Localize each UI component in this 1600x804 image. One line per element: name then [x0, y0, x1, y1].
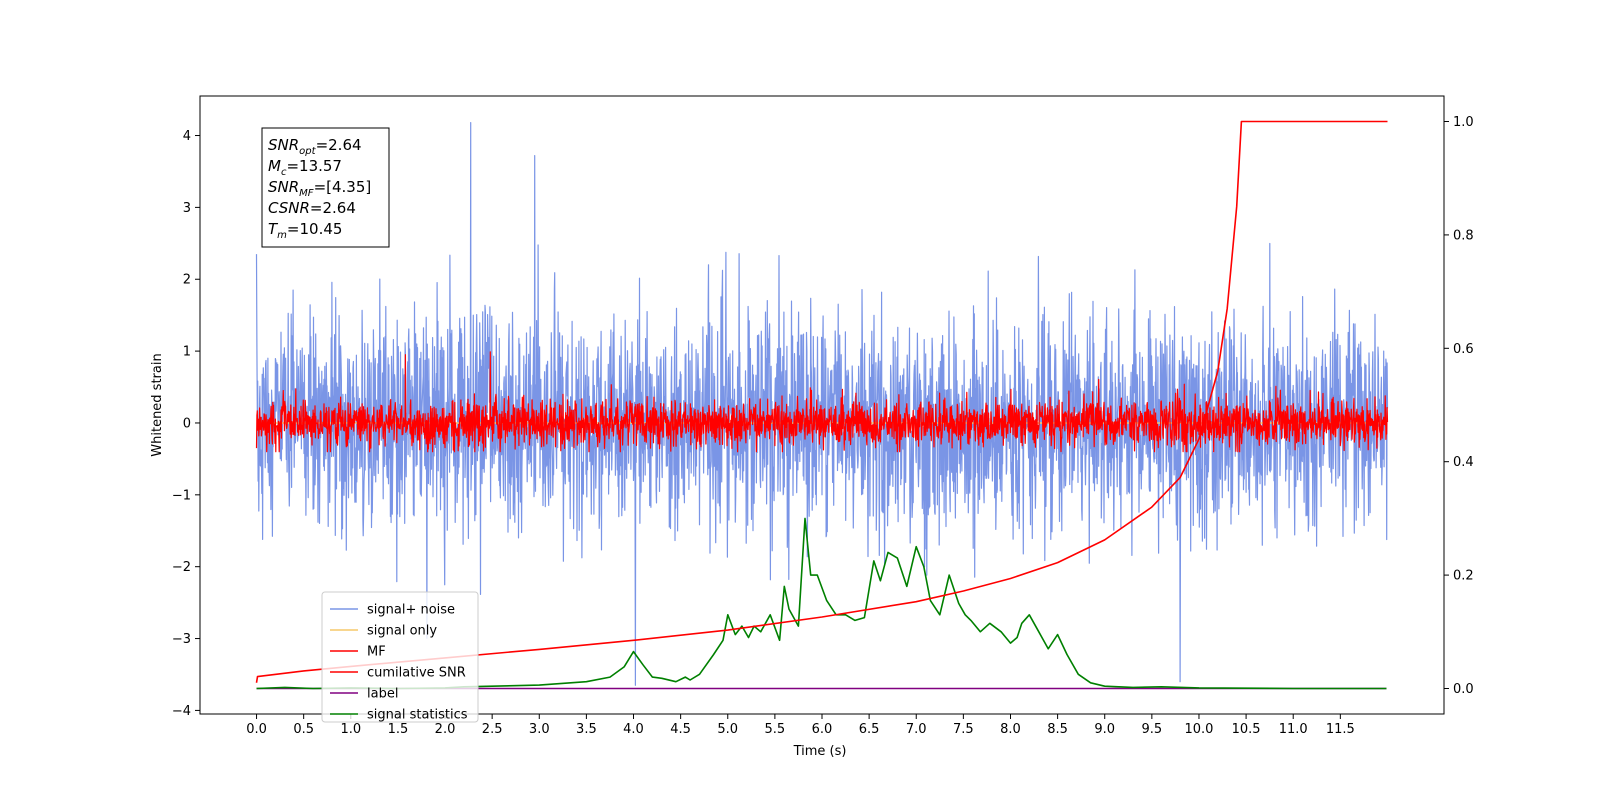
annotation-box: SNRopt=2.64Mc=13.57SNRMF=[4.35]CSNR=2.64…: [261, 127, 390, 248]
x-tick-label: 3.5: [576, 722, 597, 737]
y-axis-left: −4 −3 −2 −1 0 1 2 3 4: [172, 129, 200, 719]
x-tick-label: 8.0: [1000, 722, 1021, 737]
x-tick-label: 7.0: [906, 722, 927, 737]
legend-label-signal-statistics: signal statistics: [367, 708, 468, 723]
y-tick-label: −2: [172, 560, 191, 575]
annotation-line: SNRopt=2.64: [268, 136, 362, 157]
annotation-line: Tm=10.45: [268, 220, 342, 241]
x-tick-label: 11.0: [1279, 722, 1308, 737]
annotation-frame: [261, 127, 390, 248]
y-axis-label: Whitened strain: [150, 353, 165, 456]
legend-label-signal-noise: signal+ noise: [367, 603, 455, 618]
legend-label-mf: MF: [367, 645, 386, 660]
legend-label-signal-only: signal only: [367, 624, 437, 639]
x-tick-label: 9.0: [1094, 722, 1115, 737]
y-right-tick-label: 0.4: [1453, 455, 1474, 470]
y-right-tick-label: 0.2: [1453, 569, 1474, 584]
x-tick-label: 2.5: [482, 722, 503, 737]
y-tick-label: 0: [183, 416, 191, 431]
legend-frame: [321, 591, 479, 723]
annotation-line: CSNR=2.64: [268, 199, 356, 217]
x-axis-label: Time (s): [793, 744, 847, 759]
y-tick-label: −3: [172, 632, 191, 647]
x-tick-label: 0.0: [246, 722, 267, 737]
annotation-line: Mc=13.57: [268, 157, 342, 178]
y-right-tick-label: 0.8: [1453, 228, 1474, 243]
y-axis-right: 0.0 0.2 0.4 0.6 0.8 1.0: [1444, 115, 1474, 697]
annotation-line: SNRMF=[4.35]: [268, 178, 371, 199]
x-tick-label: 5.0: [717, 722, 738, 737]
x-tick-label: 6.5: [859, 722, 880, 737]
series-line-signal-statistics: [256, 517, 1387, 690]
legend-label-label: label: [367, 687, 398, 702]
legend-label-cumilative-snr: cumilative SNR: [367, 666, 466, 681]
x-tick-label: 10.5: [1232, 722, 1261, 737]
x-tick-label: 1.5: [388, 722, 409, 737]
x-axis: 0.0 0.5 1.0 1.5 2.0 2.5 3.0 3.5 4.0 4.5 5.0 5.5 6.0 6…: [246, 714, 1355, 737]
x-tick-label: 4.5: [670, 722, 691, 737]
x-tick-label: 5.5: [765, 722, 786, 737]
y-right-tick-label: 0.6: [1453, 342, 1474, 357]
x-tick-label: 9.5: [1142, 722, 1163, 737]
legend: signal+ noise signal only MF cumilative SNR…: [321, 591, 479, 723]
x-tick-label: 6.0: [812, 722, 833, 737]
x-tick-label: 2.0: [435, 722, 456, 737]
y-right-tick-label: 1.0: [1453, 115, 1474, 130]
x-tick-label: 10.0: [1184, 722, 1213, 737]
y-tick-label: 3: [183, 201, 191, 216]
y-tick-label: 2: [183, 273, 191, 288]
x-tick-label: 11.5: [1326, 722, 1355, 737]
series-line-mf: [255, 351, 1389, 453]
y-tick-label: −4: [172, 704, 191, 719]
y-tick-label: −1: [172, 488, 191, 503]
x-tick-label: 1.0: [340, 722, 361, 737]
y-tick-label: 1: [183, 345, 191, 360]
x-tick-label: 7.5: [953, 722, 974, 737]
x-tick-label: 3.0: [529, 722, 550, 737]
x-tick-label: 4.0: [623, 722, 644, 737]
x-tick-label: 0.5: [293, 722, 314, 737]
x-tick-label: 8.5: [1047, 722, 1068, 737]
y-tick-label: 4: [183, 129, 191, 144]
y-right-tick-label: 0.0: [1453, 682, 1474, 697]
